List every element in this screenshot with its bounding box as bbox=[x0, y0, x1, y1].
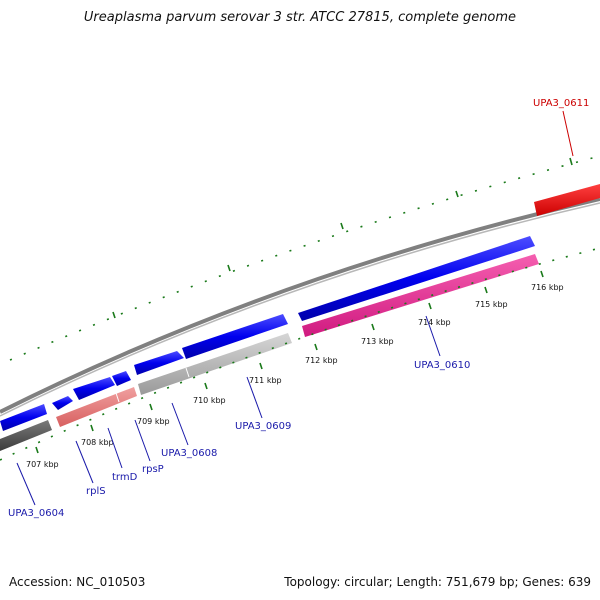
gene-feature-salmon[interactable] bbox=[56, 387, 137, 427]
gene-feature-rpsp-fwd[interactable] bbox=[112, 371, 131, 386]
gene-feature-upa3-0610-fwd[interactable] bbox=[298, 236, 535, 321]
gene-label-upa3-0611[interactable]: UPA3_0611 bbox=[533, 98, 589, 109]
tick-label: 714 kbp bbox=[418, 318, 451, 327]
tick-label: 709 kbp bbox=[137, 417, 170, 426]
tick-label: 711 kbp bbox=[249, 376, 282, 385]
gene-label-upa3-0608[interactable]: UPA3_0608 bbox=[161, 448, 217, 459]
gene-label-trmd[interactable]: trmD bbox=[112, 472, 138, 483]
gene-feature-upa3-0609-fwd[interactable] bbox=[182, 314, 288, 359]
tick-label: 707 kbp bbox=[26, 460, 59, 469]
tick-label: 708 kbp bbox=[81, 438, 114, 447]
outer-tick-ring bbox=[9, 155, 600, 361]
tick-label: 710 kbp bbox=[193, 396, 226, 405]
tick-label: 713 kbp bbox=[361, 337, 394, 346]
genome-summary: Topology: circular; Length: 751,679 bp; … bbox=[284, 575, 591, 589]
gene-feature-trmd-fwd[interactable] bbox=[73, 377, 115, 400]
tick-labels: 707 kbp 708 kbp 709 kbp 710 kbp 711 kbp … bbox=[26, 283, 564, 469]
forward-strand-features bbox=[0, 236, 535, 431]
gene-label-upa3-0604[interactable]: UPA3_0604 bbox=[8, 508, 64, 519]
genome-title: Ureaplasma parvum serovar 3 str. ATCC 27… bbox=[83, 10, 517, 25]
genome-backbone-inner bbox=[0, 202, 600, 417]
genome-backbone-outer bbox=[0, 197, 600, 414]
gene-feature-upa3-0610-rev[interactable] bbox=[302, 254, 539, 337]
gene-feature-rpls-fwd[interactable] bbox=[52, 396, 73, 410]
gene-feature-light-gray[interactable] bbox=[138, 333, 292, 395]
gene-label-rpls[interactable]: rplS bbox=[86, 486, 106, 497]
gene-feature-upa3-0611[interactable] bbox=[534, 184, 600, 216]
tick-label: 715 kbp bbox=[475, 300, 508, 309]
tick-label: 716 kbp bbox=[531, 283, 564, 292]
gene-feature-upa3-0608-fwd[interactable] bbox=[134, 351, 184, 375]
label-leaders bbox=[16, 110, 574, 506]
gene-label-upa3-0610[interactable]: UPA3_0610 bbox=[414, 360, 470, 371]
accession-info: Accession: NC_010503 bbox=[9, 575, 146, 589]
gene-label-rpsp[interactable]: rpsP bbox=[142, 464, 164, 475]
tick-label: 712 kbp bbox=[305, 356, 338, 365]
gene-feature-dark[interactable] bbox=[0, 420, 52, 451]
inner-tick-ring bbox=[0, 247, 600, 461]
gene-label-upa3-0609[interactable]: UPA3_0609 bbox=[235, 421, 291, 432]
reverse-strand-features bbox=[0, 184, 600, 451]
gene-feature-upa3-0604-fwd[interactable] bbox=[0, 404, 47, 431]
gene-labels: UPA3_0604 rplS trmD rpsP UPA3_0608 UPA3_… bbox=[8, 98, 589, 519]
